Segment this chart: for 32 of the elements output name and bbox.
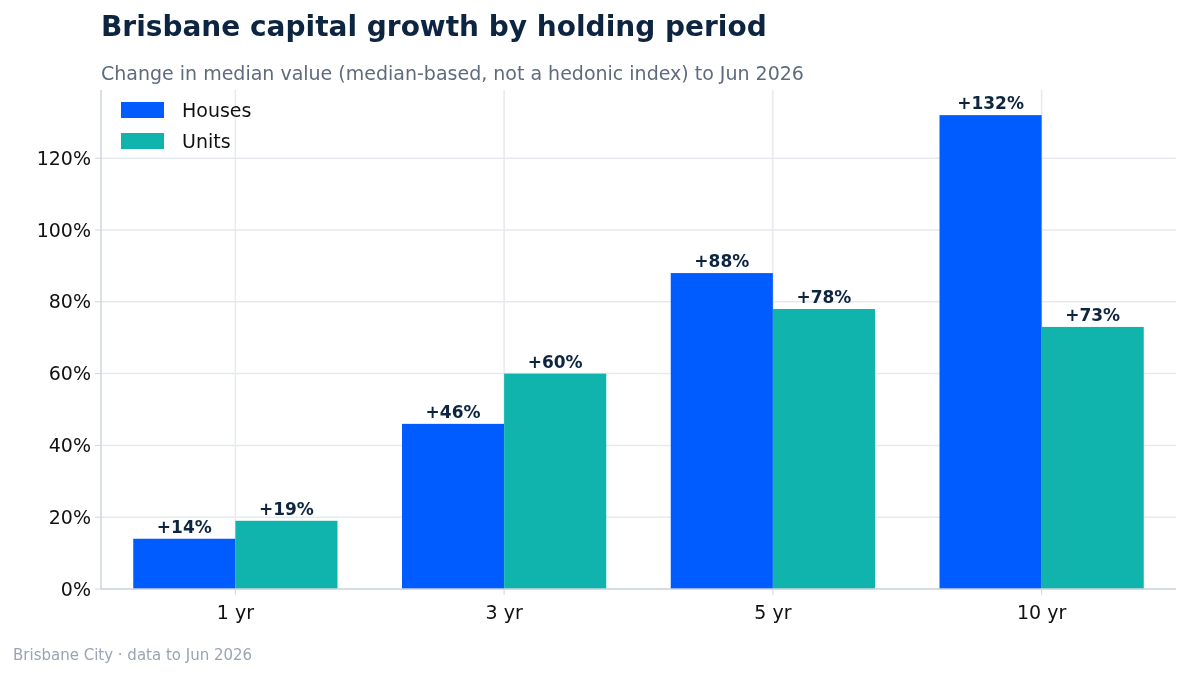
data-label: +88% — [694, 251, 750, 272]
y-tick-label: 120% — [36, 146, 91, 169]
text: Brisbane City · data to Jun 2026 — [13, 646, 253, 664]
data-label: +132% — [957, 93, 1024, 114]
y-tick-label: 0% — [60, 577, 91, 600]
data-label: +14% — [156, 516, 212, 537]
bar — [402, 423, 505, 589]
data-label: +73% — [1065, 304, 1121, 325]
y-tick-label: 60% — [48, 362, 91, 385]
data-label: +19% — [258, 498, 314, 519]
y-tick-label: 40% — [48, 434, 91, 457]
legend-label: Units — [182, 129, 231, 152]
legend-label: Houses — [182, 98, 252, 121]
y-tick-label: 20% — [48, 505, 91, 528]
chart-subtitle: Change in median value (median-based, not a hedonic index) to Jun 2026 — [101, 62, 804, 84]
data-label: +78% — [796, 286, 852, 307]
data-label: +46% — [425, 401, 481, 422]
y-tick-label: 100% — [36, 218, 91, 241]
chart-title: Brisbane capital growth by holding period — [101, 10, 767, 43]
bar — [939, 115, 1042, 589]
x-tick-label: 5 yr — [754, 601, 792, 623]
x-tick-label: 3 yr — [485, 601, 523, 623]
bar — [504, 373, 607, 589]
bar — [772, 308, 875, 589]
bar — [133, 538, 236, 589]
y-tick-label: 80% — [48, 290, 91, 313]
bar — [235, 520, 338, 589]
bar — [1041, 326, 1144, 589]
bar — [670, 273, 773, 589]
x-tick-label: 10 yr — [1016, 601, 1067, 623]
data-label: +60% — [527, 351, 583, 372]
x-tick-label: 1 yr — [216, 601, 255, 623]
